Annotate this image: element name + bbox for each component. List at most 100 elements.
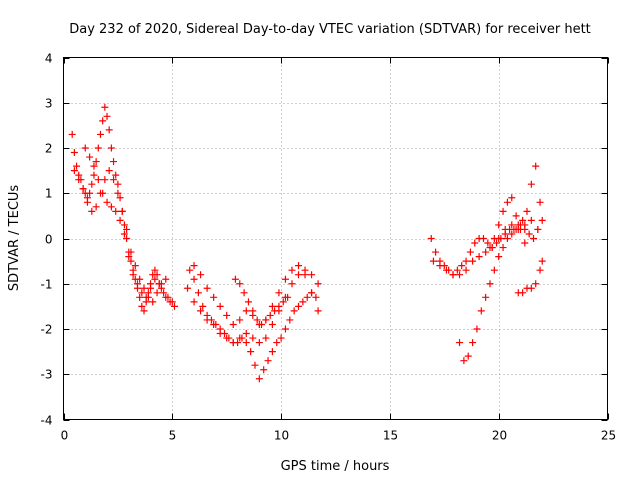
- data-point: [184, 284, 192, 292]
- data-point: [127, 248, 135, 256]
- data-point: [286, 316, 294, 324]
- y-tick-label: -3: [41, 368, 53, 382]
- data-point: [116, 194, 124, 202]
- series-track-g: [231, 275, 292, 328]
- data-point: [495, 253, 503, 261]
- chart-title: Day 232 of 2020, Sidereal Day-to-day VTE…: [69, 22, 591, 37]
- data-point: [449, 271, 457, 279]
- y-tick-label: 4: [45, 52, 53, 66]
- data-point: [190, 298, 198, 306]
- data-point: [73, 162, 81, 170]
- data-point: [262, 334, 270, 342]
- data-point: [268, 320, 276, 328]
- data-point: [149, 298, 157, 306]
- data-point: [99, 189, 107, 197]
- data-point: [453, 266, 461, 274]
- data-point: [264, 357, 272, 365]
- data-point: [162, 275, 170, 283]
- data-point: [170, 302, 178, 310]
- data-point: [110, 158, 118, 166]
- data-point: [268, 348, 276, 356]
- data-point: [281, 275, 289, 283]
- data-point: [110, 176, 118, 184]
- data-point: [114, 189, 122, 197]
- data-point: [484, 239, 492, 247]
- grid-layer: [63, 57, 608, 420]
- data-point: [258, 320, 266, 328]
- data-point: [236, 280, 244, 288]
- data-point: [231, 275, 239, 283]
- series-track-d: [186, 266, 320, 383]
- data-point: [160, 289, 168, 297]
- data-point: [153, 289, 161, 297]
- data-point: [275, 302, 283, 310]
- x-tick-labels: 0 5 10 15 20 25: [61, 429, 616, 443]
- x-tick-label: 25: [601, 429, 616, 443]
- data-point: [262, 316, 270, 324]
- data-point: [114, 180, 122, 188]
- data-point: [186, 266, 194, 274]
- data-point: [536, 266, 544, 274]
- data-point: [279, 298, 287, 306]
- data-point: [203, 284, 211, 292]
- y-tick-label: -1: [41, 278, 53, 292]
- data-point: [525, 230, 533, 238]
- data-point: [123, 235, 131, 242]
- data-point: [462, 257, 470, 265]
- data-point: [290, 307, 298, 315]
- data-point: [90, 162, 98, 170]
- series-track-h: [427, 162, 544, 279]
- data-point: [288, 280, 296, 288]
- data-point: [486, 244, 494, 252]
- data-point: [534, 225, 542, 233]
- y-tick-label: 0: [45, 233, 53, 247]
- data-point: [303, 293, 311, 301]
- data-point: [70, 167, 78, 175]
- data-point: [277, 334, 285, 342]
- data-point: [458, 262, 466, 270]
- data-point: [125, 253, 133, 261]
- data-point: [499, 244, 507, 252]
- data-point: [499, 207, 507, 215]
- data-point: [268, 302, 276, 310]
- y-tick-label: -4: [41, 414, 53, 428]
- data-point: [236, 316, 244, 324]
- data-point: [527, 180, 535, 188]
- data-point: [155, 280, 163, 288]
- data-point: [456, 339, 464, 347]
- data-point: [203, 316, 211, 324]
- data-point: [469, 339, 477, 347]
- data-point: [247, 348, 255, 356]
- x-tick-label: 5: [169, 429, 177, 443]
- data-point: [255, 339, 263, 347]
- data-point: [112, 171, 120, 179]
- data-point: [99, 117, 107, 125]
- y-tick-label: 1: [45, 187, 53, 201]
- data-point: [147, 284, 155, 292]
- data-point: [464, 352, 472, 360]
- data-point: [190, 262, 198, 270]
- data-point: [503, 235, 511, 242]
- x-tick-label: 20: [492, 429, 507, 443]
- data-point: [120, 221, 128, 229]
- series-track-k: [486, 194, 529, 252]
- data-point: [482, 248, 490, 256]
- data-point: [532, 162, 540, 170]
- data-point: [190, 275, 198, 283]
- data-point: [490, 266, 498, 274]
- data-point: [103, 198, 111, 206]
- data-point: [244, 298, 252, 306]
- data-point: [240, 289, 248, 297]
- data-point: [275, 289, 283, 297]
- data-point: [281, 325, 289, 333]
- data-point: [295, 262, 303, 270]
- data-point: [92, 158, 100, 166]
- data-point: [479, 235, 487, 242]
- data-point: [242, 307, 250, 315]
- data-point: [101, 103, 109, 111]
- data-point: [96, 130, 104, 138]
- data-point: [538, 216, 546, 224]
- data-point: [90, 171, 98, 179]
- series-track-f: [190, 262, 322, 328]
- data-point: [521, 239, 529, 247]
